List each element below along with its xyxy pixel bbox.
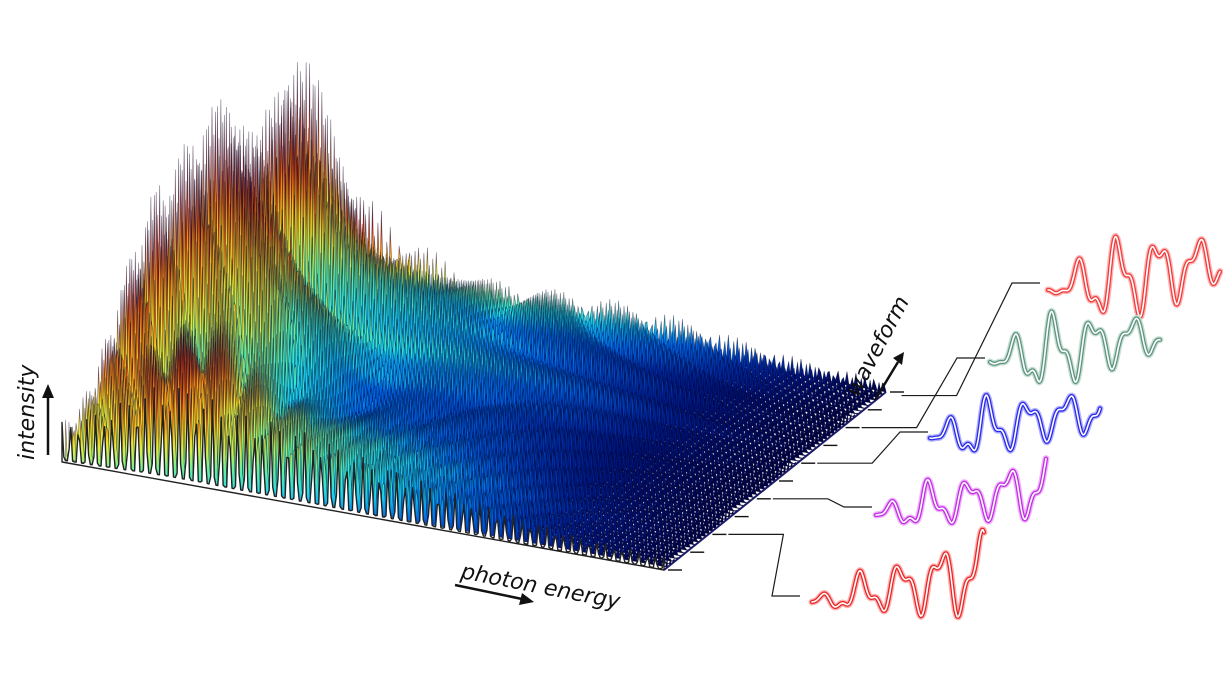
intensity-axis: intensity <box>15 364 54 460</box>
leader-line <box>861 357 985 429</box>
spectrum-slice <box>79 329 682 557</box>
spectrum-slice <box>82 325 686 554</box>
waveform-core <box>1047 235 1221 318</box>
intensity-label: intensity <box>15 364 40 460</box>
waveform-core <box>875 457 1047 524</box>
spectrum-slice <box>72 349 675 562</box>
waveform-arrow-icon <box>893 352 904 365</box>
surface-right-edge <box>663 391 887 571</box>
leader-line <box>772 498 872 508</box>
leader-line <box>901 282 1040 397</box>
waveform-core <box>929 394 1101 452</box>
spectrum-slice <box>89 322 693 549</box>
spectrum-slice <box>65 372 668 568</box>
waveform-trace <box>872 455 1050 527</box>
photon-energy-axis: photon energy <box>454 559 623 615</box>
leader-line <box>728 533 800 597</box>
waveform-core <box>811 529 985 618</box>
spectral-surface <box>61 61 887 571</box>
waveform-trace <box>808 526 988 621</box>
photon-energy-label: photon energy <box>458 559 623 615</box>
spectrum-slice <box>75 336 679 560</box>
waveform-arrow-shaft <box>873 361 900 401</box>
waveform-axis: waveform <box>841 292 915 401</box>
waveform-leader-lines <box>728 282 1040 597</box>
waveform-trace <box>1044 233 1223 321</box>
waveform-panel <box>808 233 1223 621</box>
waveform-axis-ticks <box>663 391 904 571</box>
waveform-label: waveform <box>841 292 915 401</box>
intensity-arrow-icon <box>42 384 54 398</box>
front-spectrum-slice <box>61 387 665 571</box>
waveform-core <box>989 310 1161 383</box>
photon-energy-arrow-icon <box>519 593 534 605</box>
spectrum-slice <box>92 324 696 546</box>
waveform-trace <box>926 391 1104 454</box>
photon-energy-arrow-shaft <box>454 583 523 601</box>
leader-line <box>817 431 928 464</box>
spectrum-slice <box>86 320 689 551</box>
waveform-trace <box>986 307 1164 386</box>
